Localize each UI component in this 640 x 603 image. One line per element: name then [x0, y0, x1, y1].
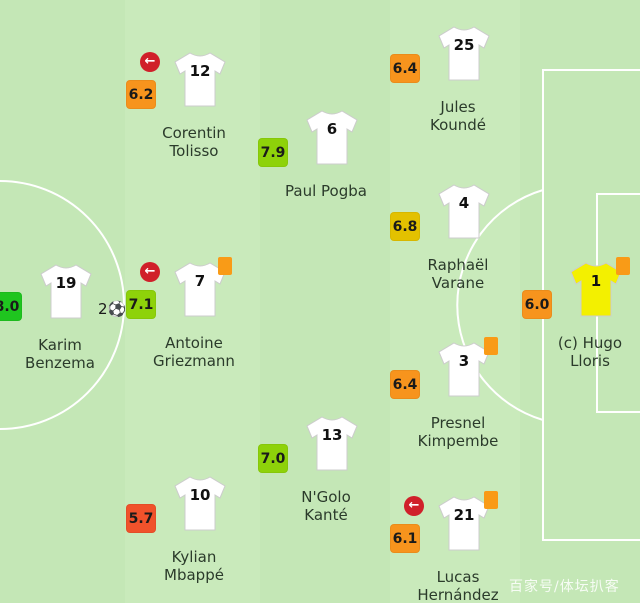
player-name-line1: Antoine	[165, 334, 223, 352]
goals-count: 2⚽	[98, 300, 126, 318]
player-name-line1: Corentin	[162, 124, 226, 142]
watermark: 百家号/体坛扒客	[509, 579, 620, 595]
player-name-line2: Griezmann	[153, 352, 235, 370]
player-mbappe[interactable]: 10 5.7 Kylian Mbappé	[126, 474, 254, 584]
player-name: Paul Pogba	[246, 182, 406, 200]
player-name: Lucas Hernández	[378, 568, 538, 603]
player-name-line1: Raphaël	[427, 256, 489, 274]
rating-badge: 5.7	[126, 504, 156, 533]
jersey-number: 19	[55, 274, 77, 292]
player-name-line1: Jules	[440, 98, 476, 116]
yellow-card-icon	[484, 337, 498, 355]
rating-badge: 8.0	[0, 292, 22, 321]
yellow-card-icon	[218, 257, 232, 275]
player-name-line2: Mbappé	[164, 566, 224, 584]
player-name: Antoine Griezmann	[114, 334, 274, 370]
player-name-line2: Kimpembe	[417, 432, 499, 450]
rating-badge: 6.1	[390, 524, 420, 553]
rating-badge: 6.0	[522, 290, 552, 319]
rating-badge: 6.8	[390, 212, 420, 241]
jersey-icon	[438, 26, 490, 81]
rating-badge: 6.4	[390, 54, 420, 83]
center-circle	[0, 180, 125, 430]
jersey-number: 4	[458, 194, 470, 212]
player-tolisso[interactable]: 12 6.2 Corentin Tolisso ←	[126, 50, 254, 160]
jersey-icon	[438, 496, 490, 551]
jersey-icon	[174, 476, 226, 531]
jersey-icon	[438, 342, 490, 397]
jersey-number: 25	[453, 36, 475, 54]
player-name: Corentin Tolisso	[114, 124, 274, 160]
jersey-number: 3	[458, 352, 470, 370]
player-varane[interactable]: 4 6.8 Raphaël Varane	[390, 182, 518, 292]
rating-badge: 7.1	[126, 290, 156, 319]
player-griezmann[interactable]: 7 7.1 Antoine Griezmann ←	[126, 257, 254, 370]
goals-number: 2	[98, 300, 108, 318]
player-lloris[interactable]: 1 6.0 (c) Hugo Lloris	[522, 257, 640, 370]
player-name: N'Golo Kanté	[246, 488, 406, 524]
jersey-icon	[174, 262, 226, 317]
player-kimpembe[interactable]: 3 6.4 Presnel Kimpembe	[390, 337, 518, 450]
player-name-line2: Koundé	[429, 116, 487, 134]
penalty-arc	[456, 189, 544, 421]
player-kante[interactable]: 13 7.0 N'Golo Kanté	[258, 414, 386, 524]
player-name-line2: Kanté	[304, 506, 348, 524]
jersey-number: 7	[194, 272, 206, 290]
jersey-number: 10	[189, 486, 211, 504]
jersey-number: 13	[321, 426, 343, 444]
player-name-line1: Karim	[38, 336, 82, 354]
jersey-icon	[40, 264, 92, 319]
substitution-out-icon: ←	[140, 52, 160, 72]
jersey-number: 6	[326, 120, 338, 138]
jersey-number: 12	[189, 62, 211, 80]
player-pogba[interactable]: 6 7.9 Paul Pogba	[258, 108, 386, 218]
substitution-out-icon: ←	[140, 262, 160, 282]
yellow-card-icon	[616, 257, 630, 275]
player-name: (c) Hugo Lloris	[510, 334, 640, 370]
jersey-number: 21	[453, 506, 475, 524]
jersey-icon	[306, 110, 358, 165]
jersey-icon	[174, 52, 226, 107]
player-name: Kylian Mbappé	[114, 548, 274, 584]
player-name: Karim Benzema	[0, 336, 140, 372]
football-icon: ⚽	[107, 300, 127, 318]
player-name: Jules Koundé	[378, 98, 538, 134]
rating-badge: 6.4	[390, 370, 420, 399]
jersey-icon	[306, 416, 358, 471]
player-name-line1: N'Golo	[301, 488, 351, 506]
yellow-card-icon	[484, 491, 498, 509]
player-name-line1: (c) Hugo	[557, 334, 623, 352]
player-name-line2: Lloris	[570, 352, 610, 370]
jersey-icon	[570, 262, 622, 317]
rating-badge: 7.9	[258, 138, 288, 167]
jersey-icon	[438, 184, 490, 239]
player-name-line1: Paul Pogba	[285, 182, 367, 200]
substitution-out-icon: ←	[404, 496, 424, 516]
player-name-line2: Benzema	[25, 354, 95, 372]
player-name-line2: Varane	[431, 274, 485, 292]
player-name-line1: Presnel	[430, 414, 486, 432]
player-hernandez[interactable]: 21 6.1 Lucas Hernández ←	[390, 491, 518, 603]
player-name-line1: Lucas	[436, 568, 480, 586]
player-name-line2: Hernández	[417, 586, 499, 603]
rating-badge: 6.2	[126, 80, 156, 109]
player-name: Raphaël Varane	[378, 256, 538, 292]
jersey-number: 1	[590, 272, 602, 290]
player-name: Presnel Kimpembe	[378, 414, 538, 450]
player-name-line2: Tolisso	[169, 142, 219, 160]
player-kounde[interactable]: 25 6.4 Jules Koundé	[390, 24, 518, 134]
player-name-line1: Kylian	[171, 548, 217, 566]
rating-badge: 7.0	[258, 444, 288, 473]
